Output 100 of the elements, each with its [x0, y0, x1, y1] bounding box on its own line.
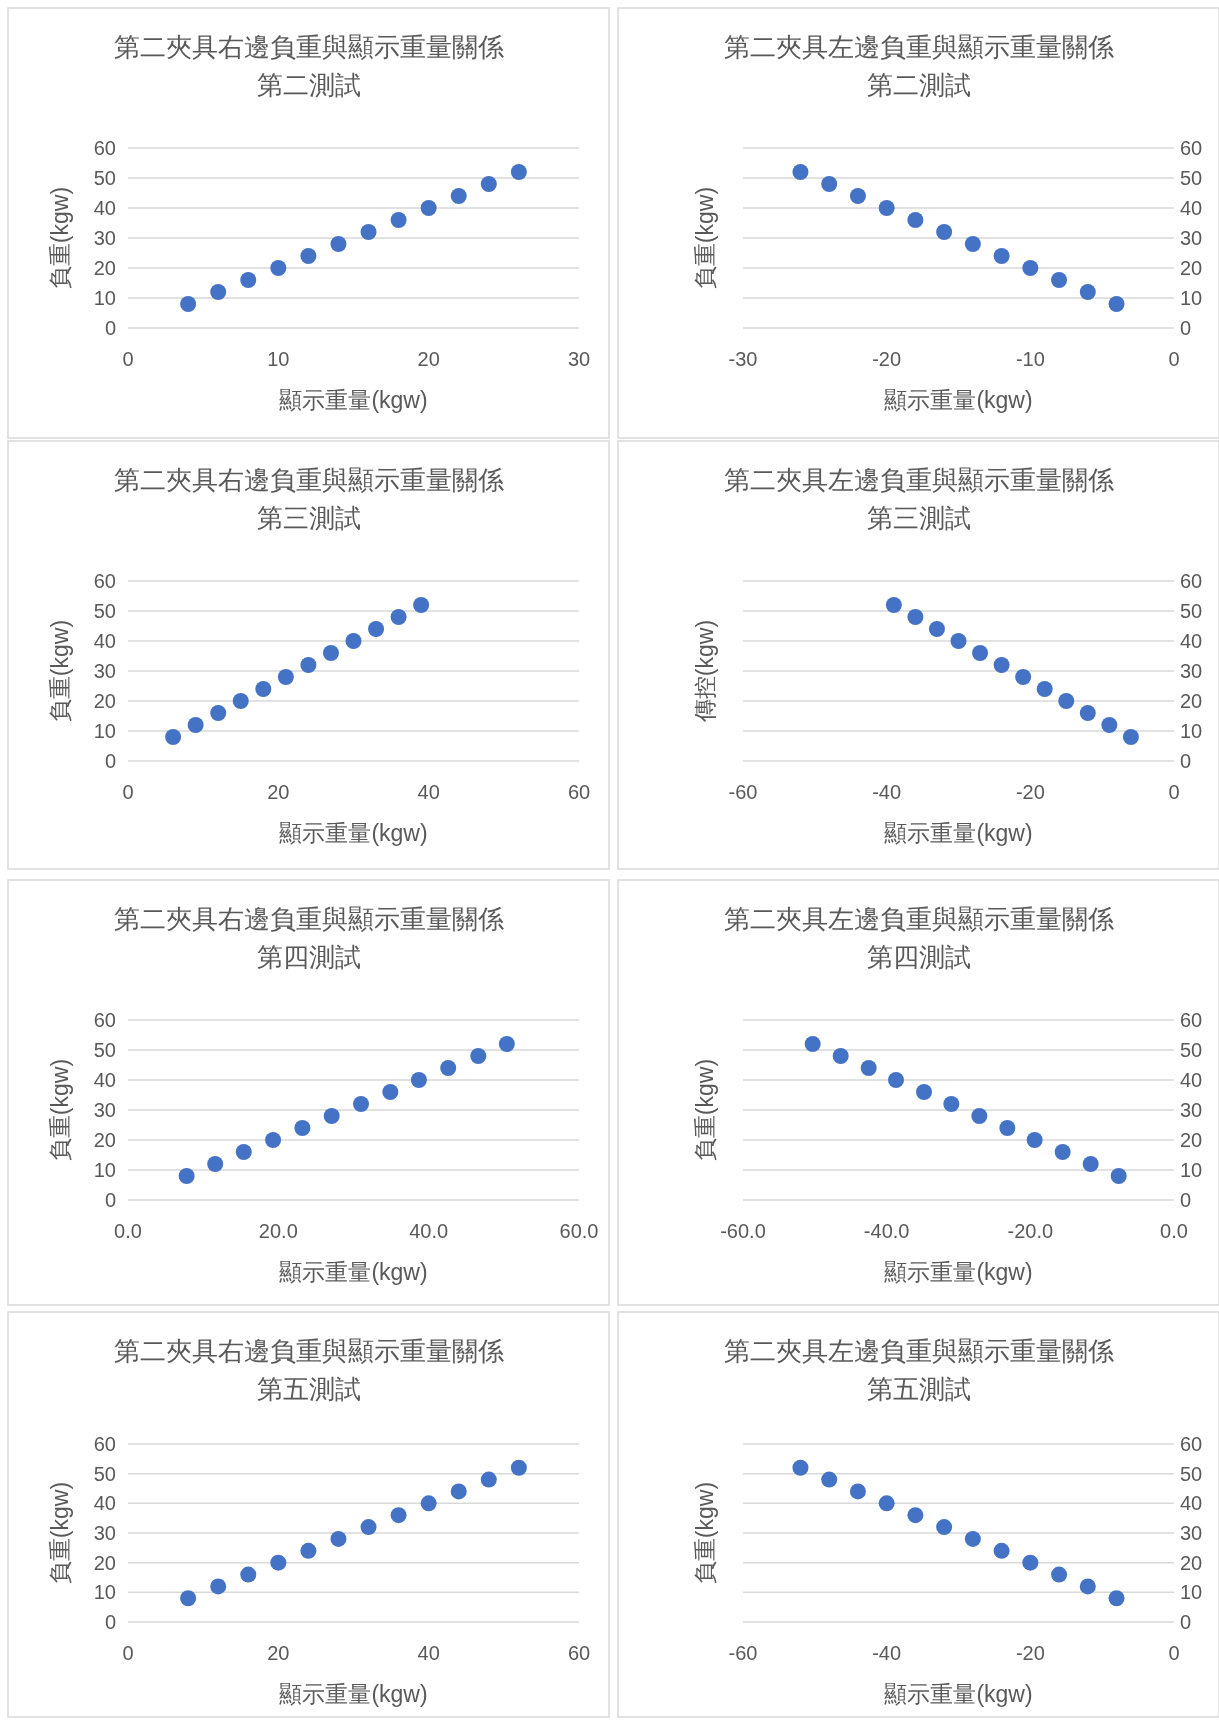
- y-tick-label: 20: [93, 1551, 116, 1574]
- y-tick-label: 30: [1180, 227, 1203, 249]
- point: [470, 1048, 487, 1064]
- x-tick-label: 0.0: [1160, 1220, 1188, 1242]
- x-tick-label: 20.0: [258, 1220, 298, 1242]
- y-tick-label: 20: [1180, 1129, 1203, 1151]
- point: [1051, 1566, 1068, 1583]
- point: [450, 188, 467, 204]
- y-tick-label: 30: [93, 660, 116, 682]
- point: [178, 1168, 195, 1184]
- x-tick-label: -60: [728, 781, 758, 803]
- point: [1026, 1132, 1043, 1148]
- point: [1082, 1156, 1099, 1172]
- point: [510, 1459, 527, 1476]
- point: [821, 1471, 838, 1488]
- x-axis-title: 顯示重量(kgw): [884, 1259, 1033, 1285]
- point: [265, 1132, 282, 1148]
- y-tick-label: 50: [1180, 167, 1203, 189]
- y-tick-label: 30: [93, 227, 116, 249]
- y-tick-label: 60: [1180, 570, 1203, 592]
- point: [300, 248, 317, 264]
- y-tick-label: 0: [104, 1189, 116, 1211]
- point: [888, 1072, 905, 1088]
- y-tick-label: 40: [1180, 1069, 1203, 1091]
- point: [885, 597, 902, 613]
- point: [390, 1507, 407, 1524]
- x-tick-label: -30: [728, 348, 758, 370]
- y-tick-label: 10: [93, 720, 116, 742]
- point: [964, 236, 981, 252]
- chart-subtitle: 第五測試: [256, 1374, 361, 1404]
- y-tick-label: 20: [93, 690, 116, 712]
- point: [1058, 693, 1075, 709]
- point: [345, 633, 362, 649]
- y-tick-label: 40: [93, 197, 116, 219]
- chart-subtitle: 第二測試: [256, 70, 361, 100]
- point: [240, 272, 257, 288]
- chart-title: 第二夾具左邊負重與顯示重量關係: [723, 904, 1114, 934]
- y-tick-label: 60: [1180, 1009, 1203, 1031]
- y-tick-label: 60: [1180, 1433, 1203, 1455]
- point: [510, 164, 527, 180]
- point: [353, 1096, 370, 1112]
- point: [849, 1483, 866, 1500]
- x-tick-label: 60: [567, 1642, 591, 1664]
- x-tick-label: -20: [872, 348, 902, 370]
- y-tick-label: 30: [93, 1099, 116, 1121]
- point: [972, 645, 989, 661]
- point: [993, 248, 1010, 264]
- chart-title: 第二夾具左邊負重與顯示重量關係: [723, 465, 1114, 495]
- chart-title: 第二夾具右邊負重與顯示重量關係: [113, 1336, 504, 1366]
- y-tick-label: 50: [1180, 600, 1203, 622]
- point: [792, 1459, 809, 1476]
- chart-title: 第二夾具右邊負重與顯示重量關係: [113, 904, 504, 934]
- point: [916, 1084, 933, 1100]
- point: [210, 284, 227, 300]
- x-tick-label: -40: [872, 1642, 902, 1664]
- x-tick-label: -20: [1015, 781, 1045, 803]
- x-tick-label: -40: [872, 781, 902, 803]
- point: [165, 729, 182, 745]
- point: [440, 1060, 457, 1076]
- y-tick-label: 60: [93, 137, 116, 159]
- y-tick-label: 30: [1180, 1522, 1203, 1544]
- point: [928, 621, 945, 637]
- chart-subtitle: 第五測試: [866, 1374, 971, 1404]
- x-tick-label: 0: [122, 1642, 134, 1664]
- y-tick-label: 40: [93, 630, 116, 652]
- point: [300, 1542, 317, 1559]
- y-tick-label: 10: [93, 287, 116, 309]
- y-tick-label: 30: [1180, 1099, 1203, 1121]
- point: [180, 1590, 197, 1607]
- point: [210, 1578, 227, 1595]
- y-tick-label: 20: [1180, 1551, 1203, 1574]
- y-tick-label: 60: [93, 1009, 116, 1031]
- x-tick-label: 60: [567, 781, 591, 803]
- point: [180, 296, 197, 312]
- point: [1022, 1554, 1039, 1571]
- point: [210, 705, 227, 721]
- y-axis-title: 負重(kgw): [692, 1481, 718, 1585]
- y-tick-label: 10: [93, 1581, 116, 1604]
- point: [498, 1036, 515, 1052]
- point: [993, 657, 1010, 673]
- point: [330, 236, 347, 252]
- point: [270, 260, 287, 276]
- y-tick-label: 0: [104, 750, 116, 772]
- y-tick-label: 10: [93, 1159, 116, 1181]
- y-tick-label: 50: [1180, 1462, 1203, 1485]
- point: [450, 1483, 467, 1500]
- point: [300, 657, 317, 673]
- point: [878, 200, 895, 216]
- x-tick-label: -60: [728, 1642, 758, 1664]
- chart-subtitle: 第三測試: [256, 503, 361, 533]
- point: [187, 717, 204, 733]
- point: [480, 1471, 497, 1488]
- y-tick-label: 0: [1180, 1611, 1192, 1633]
- y-tick-label: 60: [93, 1433, 116, 1455]
- y-axis-title: 負重(kgw): [692, 186, 718, 290]
- y-tick-label: 50: [1180, 1039, 1203, 1061]
- x-tick-label: 0: [122, 348, 134, 370]
- point: [235, 1144, 252, 1160]
- x-tick-label: -20.0: [1007, 1220, 1054, 1242]
- point: [390, 212, 407, 228]
